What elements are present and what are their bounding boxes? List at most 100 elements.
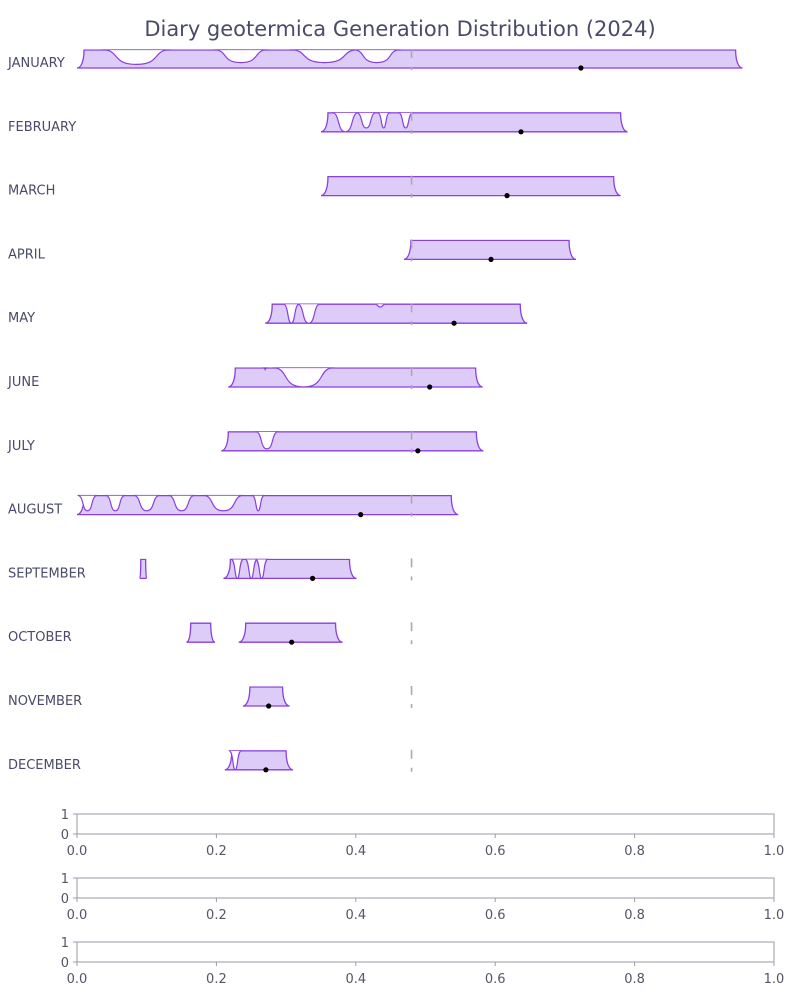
ridge-november-0 — [242, 686, 290, 707]
ridge-dip-august-3 — [167, 494, 196, 512]
mean-dot-february — [518, 129, 524, 135]
ridge-july-0 — [221, 431, 484, 452]
ridge-dip-august-2 — [133, 494, 161, 512]
mean-dot-may — [451, 320, 457, 326]
month-label-march: MARCH — [8, 184, 55, 199]
x-tick-label-2-4: 0.8 — [624, 972, 645, 987]
ridge-august-0 — [76, 494, 459, 516]
x-tick-label-0-3: 0.6 — [485, 844, 506, 859]
ridge-top-clear-april — [75, 234, 776, 240]
ridge-october-1 — [238, 622, 343, 643]
y-tick-label-2-0: 1 — [61, 936, 69, 951]
x-tick-label-1-0: 0.0 — [67, 908, 88, 923]
empty-axis-0 — [76, 813, 775, 835]
y-tick-label-1-0: 1 — [61, 872, 69, 887]
ridge-dip-may-2 — [373, 303, 387, 308]
ridge-top-clear-february — [75, 106, 776, 113]
chart-title: Diary geotermica Generation Distribution… — [144, 17, 655, 41]
empty-axis-1 — [76, 877, 775, 899]
month-label-october: OCTOBER — [8, 630, 72, 645]
ridge-dip-january-3 — [352, 48, 401, 64]
x-tick-label-1-2: 0.4 — [345, 908, 366, 923]
ridge-top-clear-january — [75, 44, 776, 50]
x-tick-label-2-0: 0.0 — [67, 972, 88, 987]
ridge-october-0 — [186, 622, 216, 643]
ridge-dip-june-1 — [272, 366, 335, 388]
month-label-january: JANUARY — [7, 56, 65, 71]
ridge-dip-december-0 — [228, 749, 243, 771]
ridge-dip-january-2 — [290, 48, 359, 64]
month-label-april: APRIL — [8, 247, 46, 262]
x-tick-label-2-3: 0.6 — [485, 972, 506, 987]
month-label-february: FEBRUARY — [8, 120, 76, 135]
ridge-dip-september-1 — [244, 558, 259, 580]
ridge-top-clear-december — [75, 744, 776, 751]
ridge-march-0 — [320, 175, 621, 197]
mean-dot-november — [266, 703, 272, 709]
month-label-december: DECEMBER — [8, 758, 81, 773]
month-label-november: NOVEMBER — [8, 694, 82, 709]
ridge-september-0 — [139, 558, 148, 580]
ridge-dip-january-0 — [101, 48, 171, 66]
ridge-top-clear-october — [75, 617, 776, 623]
ridge-dip-august-4 — [202, 494, 244, 512]
ridge-top-clear-july — [75, 425, 776, 432]
ridge-dip-august-0 — [77, 494, 98, 512]
x-tick-label-2-2: 0.4 — [345, 972, 366, 987]
ridge-dip-may-1 — [296, 303, 321, 324]
mean-dot-january — [578, 65, 584, 71]
mean-dot-march — [504, 193, 510, 199]
month-label-september: SEPTEMBER — [8, 566, 86, 581]
ridge-february-0 — [320, 112, 628, 133]
ridge-dip-september-0 — [230, 558, 245, 580]
x-tick-label-0-2: 0.4 — [345, 844, 366, 859]
month-label-august: AUGUST — [8, 503, 62, 518]
y-tick-label-0-1: 0 — [61, 828, 69, 843]
ridge-dip-january-1 — [213, 48, 269, 64]
ridge-top-clear-march — [75, 170, 776, 176]
x-tick-label-2-1: 0.2 — [206, 972, 227, 987]
mean-dot-april — [488, 256, 494, 262]
ridge-dip-september-2 — [254, 558, 269, 580]
ridge-dip-february-2 — [376, 111, 391, 129]
mean-dot-december — [263, 767, 269, 773]
x-tick-label-1-1: 0.2 — [206, 908, 227, 923]
mean-dot-september — [309, 575, 316, 582]
ridge-january-0 — [76, 49, 743, 69]
mean-dot-october — [289, 639, 295, 645]
x-tick-label-2-5: 1.0 — [764, 972, 785, 987]
x-tick-label-1-3: 0.6 — [485, 908, 506, 923]
y-tick-label-1-1: 0 — [61, 892, 69, 907]
x-tick-label-1-5: 1.0 — [764, 908, 785, 923]
x-tick-label-0-1: 0.2 — [206, 844, 227, 859]
ridges-group: JANUARY FEBRUARY MARCH APRIL MAY JUNE JULY AUGU… — [7, 44, 776, 773]
y-tick-label-0-0: 1 — [61, 808, 69, 823]
mean-dot-july — [415, 448, 421, 454]
mean-dot-june — [427, 384, 433, 390]
ridge-september-1 — [223, 558, 357, 580]
month-label-july: JULY — [7, 439, 35, 454]
month-label-may: MAY — [8, 311, 35, 326]
ridge-june-0 — [228, 367, 483, 388]
ridge-april-0 — [403, 239, 577, 261]
ridge-top-clear-november — [75, 681, 776, 687]
ridge-top-clear-june — [75, 362, 776, 368]
ridge-dip-june-0 — [262, 366, 269, 371]
ridge-may-0 — [265, 303, 528, 324]
ridge-top-clear-september — [75, 553, 776, 559]
ridge-dip-may-0 — [282, 303, 300, 324]
ridge-top-clear-august — [75, 489, 776, 495]
x-tick-label-0-4: 0.8 — [624, 844, 645, 859]
ridge-december-0 — [224, 750, 294, 771]
x-tick-label-0-0: 0.0 — [67, 844, 88, 859]
empty-axis-2 — [76, 941, 775, 963]
ridge-top-clear-may — [75, 298, 776, 304]
ridge-dip-february-1 — [356, 111, 377, 129]
mean-dot-august — [358, 511, 364, 518]
month-label-june: JUNE — [7, 375, 39, 390]
y-tick-label-2-1: 0 — [61, 956, 69, 971]
ridge-dip-july-0 — [255, 430, 279, 450]
ridge-dip-february-0 — [331, 111, 359, 133]
